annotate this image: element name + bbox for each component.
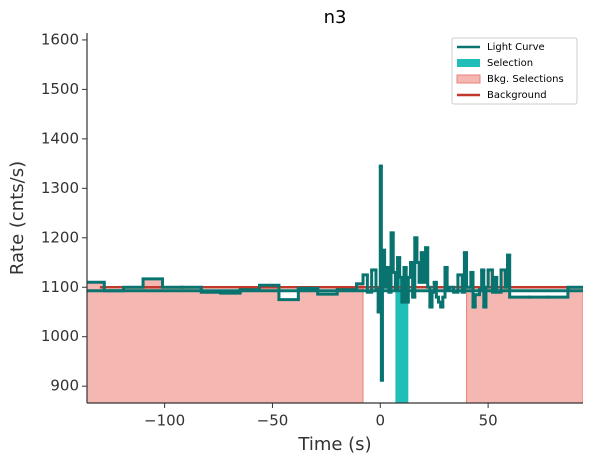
legend-label: Bkg. Selections [487,74,564,85]
y-tick-label: 1200 [41,228,79,246]
legend-swatch [456,74,481,84]
x-tick-label: −50 [257,412,289,430]
legend-label: Background [487,90,547,101]
x-tick-label: −100 [144,412,185,430]
legend-label: Light Curve [487,42,545,53]
y-tick-label: 1500 [41,80,79,98]
region-fill [87,278,364,403]
legend-label: Selection [487,58,533,69]
y-tick-label: 900 [50,377,79,395]
y-tick-label: 1300 [41,179,79,197]
plot [87,164,583,403]
y-tick-label: 1100 [41,278,79,296]
chart-title: n3 [324,7,347,28]
y-tick-label: 1000 [41,327,79,345]
x-axis-label: Time (s) [297,434,371,455]
x-tick-label: 0 [376,412,386,430]
y-tick-label: 1400 [41,129,79,147]
y-tick-label: 1600 [41,30,79,48]
legend-box [451,37,578,105]
x-tick-label: 50 [479,412,498,430]
legend-swatch [457,59,480,67]
y-axis-label: Rate (cnts/s) [7,161,28,275]
